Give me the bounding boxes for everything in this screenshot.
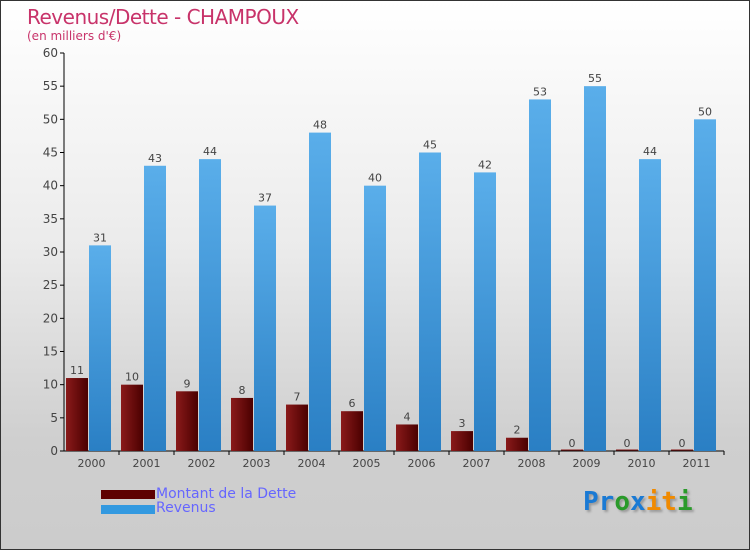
y-tick-label: 60 — [43, 46, 58, 60]
bar-dette — [176, 391, 198, 451]
bar-dette — [231, 397, 253, 451]
x-tick-label: 2006 — [408, 457, 436, 470]
bar-dette — [451, 431, 473, 451]
data-label: 53 — [533, 85, 547, 98]
data-label: 7 — [294, 391, 301, 404]
y-tick-label: 45 — [43, 146, 58, 160]
x-tick-label: 2009 — [573, 457, 601, 470]
logo-letter: i — [676, 487, 693, 517]
y-tick-label: 5 — [50, 411, 58, 425]
bar-revenus — [529, 99, 551, 451]
bar-revenus — [199, 159, 221, 451]
x-tick-label: 2001 — [133, 457, 161, 470]
bar-dette — [341, 411, 363, 451]
x-tick-label: 2005 — [353, 457, 381, 470]
legend-swatch-dette — [101, 490, 155, 499]
y-tick-label: 30 — [43, 245, 58, 259]
x-tick-label: 2008 — [518, 457, 546, 470]
data-label: 42 — [478, 158, 492, 171]
bar-revenus — [584, 86, 606, 452]
y-tick-label: 40 — [43, 179, 58, 193]
data-label: 10 — [125, 371, 139, 384]
data-label: 40 — [368, 172, 382, 185]
logo-letter: x — [629, 487, 646, 517]
logo-letter: P — [583, 487, 599, 517]
data-label: 4 — [404, 410, 411, 423]
y-tick-label: 10 — [43, 378, 58, 392]
y-tick-label: 25 — [43, 278, 58, 292]
legend-label-dette: Montant de la Dette — [156, 486, 297, 502]
data-label: 37 — [258, 192, 272, 205]
y-tick-label: 50 — [43, 112, 58, 126]
bar-revenus — [309, 132, 331, 451]
data-label: 55 — [588, 72, 602, 85]
x-tick-label: 2011 — [683, 457, 711, 470]
proxiti-logo: Proxiti — [583, 487, 693, 517]
data-label: 44 — [643, 145, 657, 158]
data-label: 2 — [514, 424, 521, 437]
data-label: 45 — [423, 139, 437, 152]
x-tick-label: 2010 — [628, 457, 656, 470]
chart-title: Revenus/Dette - CHAMPOUX — [27, 5, 299, 29]
data-label: 50 — [698, 105, 712, 118]
x-tick-label: 2004 — [298, 457, 326, 470]
x-tick-label: 2002 — [188, 457, 216, 470]
logo-letter: r — [598, 487, 615, 517]
y-tick-label: 20 — [43, 311, 58, 325]
legend-swatch-revenus — [101, 505, 155, 514]
bar-revenus — [694, 119, 716, 451]
data-label: 0 — [624, 437, 631, 450]
bar-dette — [506, 437, 528, 451]
bar-dette — [286, 404, 308, 451]
bar-revenus — [89, 245, 111, 451]
data-label: 8 — [239, 384, 246, 397]
data-label: 43 — [148, 152, 162, 165]
data-label: 0 — [679, 437, 686, 450]
data-label: 9 — [184, 377, 191, 390]
x-tick-label: 2003 — [243, 457, 271, 470]
bar-revenus — [639, 159, 661, 451]
data-label: 0 — [569, 437, 576, 450]
y-tick-label: 35 — [43, 212, 58, 226]
bar-dette — [66, 378, 88, 451]
bar-revenus — [364, 185, 386, 451]
bar-revenus — [474, 172, 496, 451]
data-label: 44 — [203, 145, 217, 158]
y-tick-label: 0 — [50, 444, 58, 458]
data-label: 31 — [93, 231, 107, 244]
bar-revenus — [254, 205, 276, 451]
legend-label-revenus: Revenus — [156, 500, 216, 516]
plot-area: 0510152025303540455055602000113120011043… — [43, 46, 725, 470]
data-label: 6 — [349, 397, 356, 410]
bar-dette — [396, 424, 418, 451]
data-label: 3 — [459, 417, 466, 430]
bar-revenus — [144, 165, 166, 451]
y-tick-label: 15 — [43, 345, 58, 359]
logo-letter: i — [645, 487, 662, 517]
logo-letter: o — [614, 487, 630, 517]
data-label: 11 — [70, 364, 84, 377]
y-tick-label: 55 — [43, 79, 58, 93]
logo-letter: t — [661, 487, 677, 517]
x-tick-label: 2007 — [463, 457, 491, 470]
bar-dette — [121, 384, 143, 451]
chart-subtitle: (en milliers d'€) — [27, 29, 122, 43]
x-tick-label: 2000 — [78, 457, 106, 470]
bar-revenus — [419, 152, 441, 451]
data-label: 48 — [313, 119, 327, 132]
